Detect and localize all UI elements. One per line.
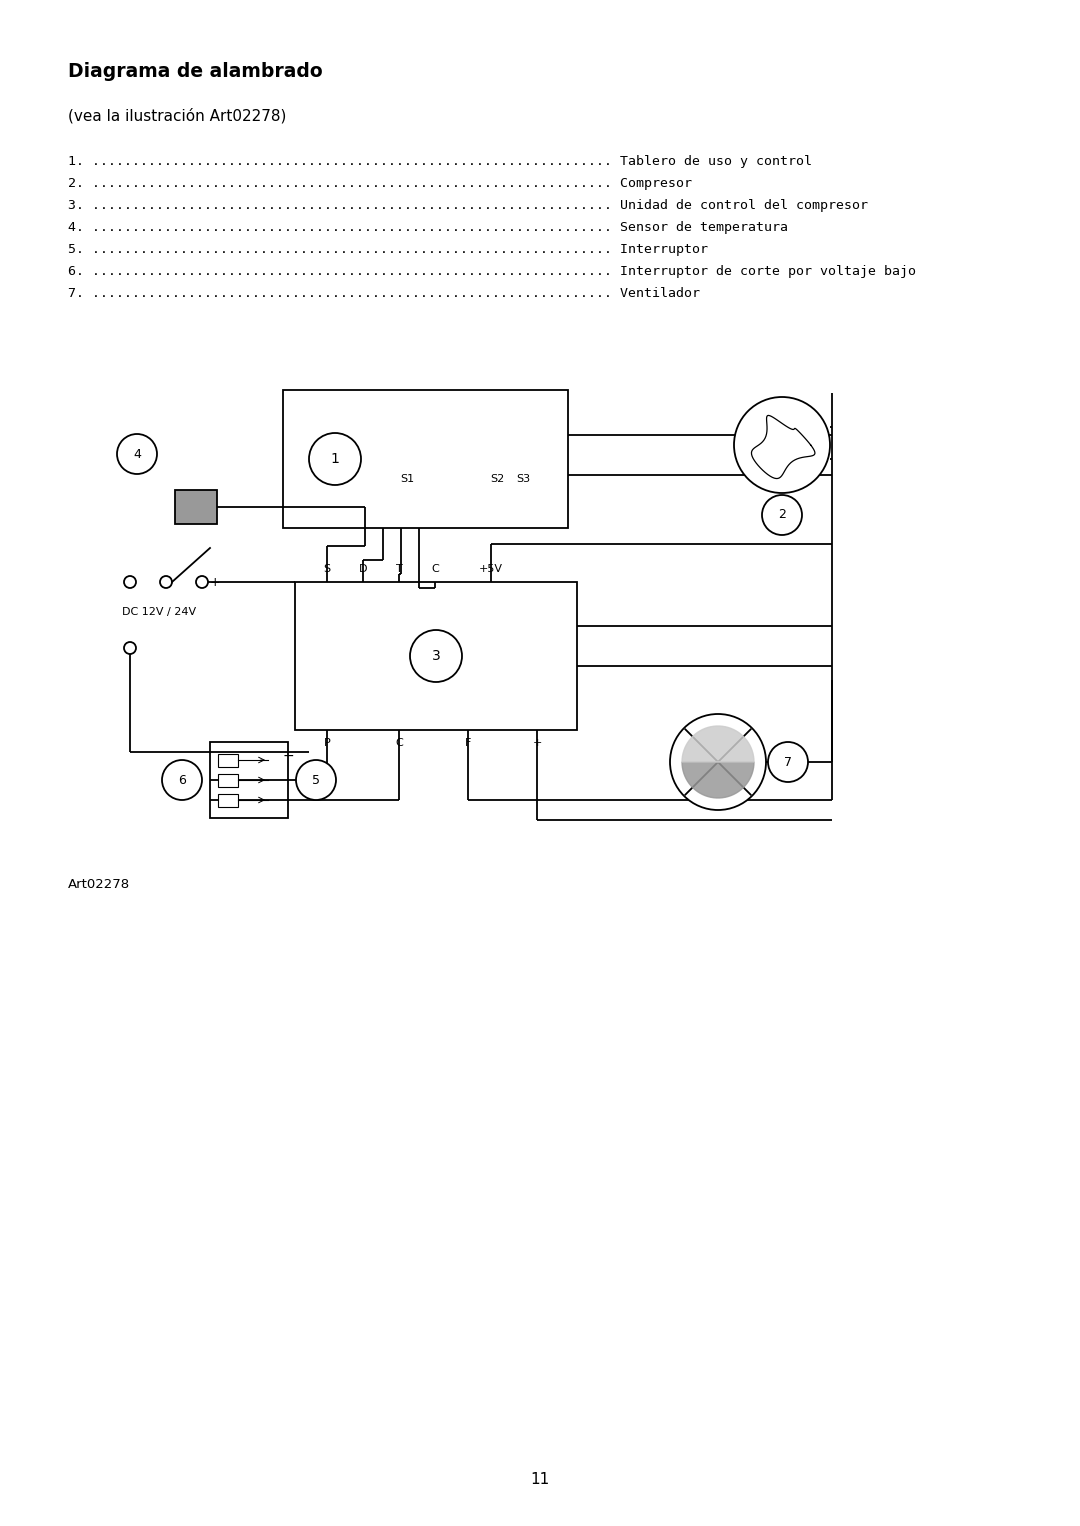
Text: 5. ................................................................. Interruptor: 5. .....................................… <box>68 243 708 256</box>
Circle shape <box>309 433 361 485</box>
Text: 1. ................................................................. Tablero de : 1. .....................................… <box>68 156 812 168</box>
Text: 5: 5 <box>312 774 320 786</box>
Text: 4: 4 <box>133 447 140 461</box>
Text: −: − <box>283 749 295 763</box>
Text: 11: 11 <box>530 1473 550 1488</box>
Circle shape <box>160 575 172 588</box>
Text: T: T <box>395 565 403 574</box>
Text: C: C <box>395 739 403 748</box>
Bar <box>218 754 238 768</box>
Bar <box>399 443 416 462</box>
Text: C: C <box>431 565 438 574</box>
Polygon shape <box>681 761 754 798</box>
Text: D: D <box>359 565 367 574</box>
Text: 6. ................................................................. Interruptor: 6. .....................................… <box>68 266 916 278</box>
Text: +: + <box>532 739 542 748</box>
Text: 3: 3 <box>432 649 441 662</box>
Text: S1: S1 <box>400 475 414 484</box>
Bar <box>486 443 504 462</box>
Bar <box>175 490 217 523</box>
Text: S3: S3 <box>516 475 530 484</box>
Text: 7: 7 <box>784 755 792 769</box>
Text: Art02278: Art02278 <box>68 877 130 891</box>
Bar <box>514 443 532 462</box>
Text: 1: 1 <box>330 452 339 465</box>
Text: S: S <box>323 565 330 574</box>
Text: 4. ................................................................. Sensor de t: 4. .....................................… <box>68 221 788 233</box>
Text: +: + <box>210 575 220 589</box>
Circle shape <box>162 760 202 800</box>
Text: F: F <box>464 739 471 748</box>
Bar <box>218 774 238 787</box>
Bar <box>218 794 238 807</box>
Text: +5V: +5V <box>480 565 503 574</box>
Circle shape <box>410 630 462 682</box>
Circle shape <box>124 575 136 588</box>
Text: 7. ................................................................. Ventilador: 7. .....................................… <box>68 287 700 301</box>
Circle shape <box>195 575 208 588</box>
Text: 2. ................................................................. Compresor: 2. .....................................… <box>68 177 692 191</box>
Bar <box>210 742 288 818</box>
Text: Diagrama de alambrado: Diagrama de alambrado <box>68 63 323 81</box>
Polygon shape <box>681 726 754 761</box>
Bar <box>295 581 577 729</box>
Circle shape <box>734 397 831 493</box>
Circle shape <box>296 760 336 800</box>
Bar <box>433 443 471 462</box>
Circle shape <box>670 714 766 810</box>
Text: 2: 2 <box>778 508 786 522</box>
Text: DC 12V / 24V: DC 12V / 24V <box>122 607 197 617</box>
Text: S2: S2 <box>490 475 504 484</box>
Text: P: P <box>324 739 330 748</box>
Text: (vea la ilustración Art02278): (vea la ilustración Art02278) <box>68 108 286 124</box>
Circle shape <box>124 642 136 655</box>
Circle shape <box>117 433 157 475</box>
Circle shape <box>762 494 802 536</box>
Text: 3. ................................................................. Unidad de c: 3. .....................................… <box>68 198 868 212</box>
Bar <box>283 391 568 528</box>
Text: 6: 6 <box>178 774 186 786</box>
Circle shape <box>768 742 808 781</box>
